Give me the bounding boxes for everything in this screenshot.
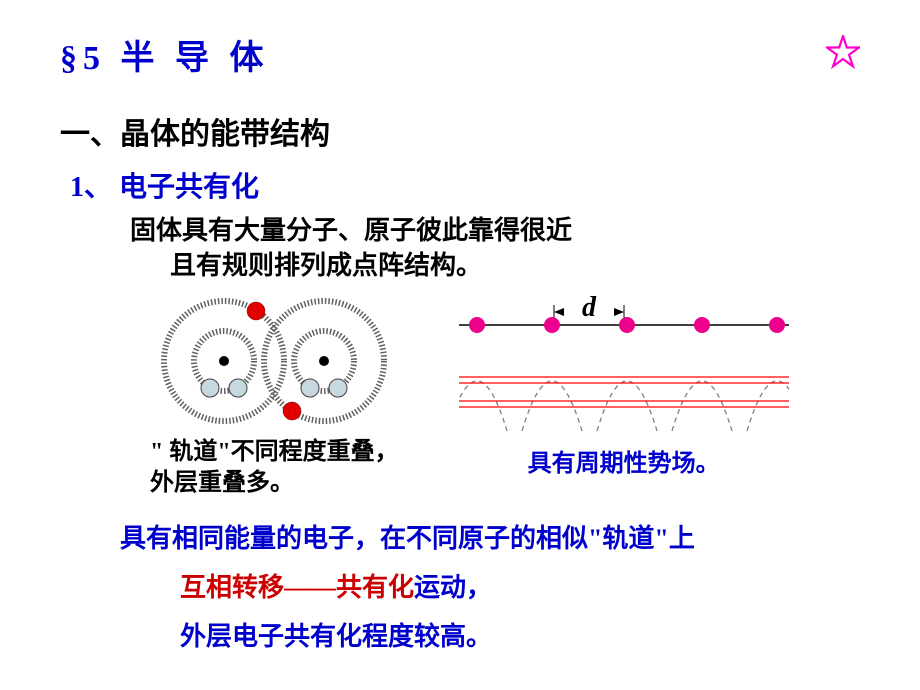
line2-red: 互相转移—— [180, 573, 336, 602]
heading-1: 一、晶体的能带结构 [60, 109, 860, 153]
star-icon [826, 35, 860, 75]
paragraph-1: 固体具有大量分子、原子彼此靠得很近 且有规则排列成点阵结构。 [130, 213, 860, 283]
periodic-potential-diagram: d [459, 291, 789, 441]
diagram-left-wrap: " 轨道"不同程度重叠， 外层重叠多。 [150, 291, 399, 499]
slide-title: §5 半 导 体 [60, 30, 270, 79]
title-row: §5 半 导 体 [60, 30, 860, 79]
heading-2: 1、 电子共有化 [70, 165, 860, 205]
para-line-2: 且有规则排列成点阵结构。 [170, 248, 482, 283]
orbit-diagram [154, 291, 394, 431]
body-line-1: 具有相同能量的电子，在不同原子的相似"轨道"上 [120, 518, 860, 555]
body-line-2: 互相转移——共有化运动， [180, 567, 860, 604]
svg-text:d: d [582, 292, 597, 323]
line2-red2: 共有化 [336, 573, 414, 602]
para-line-1: 固体具有大量分子、原子彼此靠得很近 [130, 216, 572, 245]
diagrams-row: " 轨道"不同程度重叠， 外层重叠多。 d 具有周期性势场。 [150, 291, 860, 499]
caption-left-line1: " 轨道"不同程度重叠， [150, 439, 399, 465]
caption-left-line2: 外层重叠多。 [150, 470, 294, 496]
line2-blue: 运动， [414, 573, 492, 602]
caption-right: 具有周期性势场。 [528, 443, 720, 478]
body-line-3: 外层电子共有化程度较高。 [180, 616, 860, 653]
diagram-right-wrap: d 具有周期性势场。 [459, 291, 789, 478]
caption-left: " 轨道"不同程度重叠， 外层重叠多。 [150, 437, 399, 499]
